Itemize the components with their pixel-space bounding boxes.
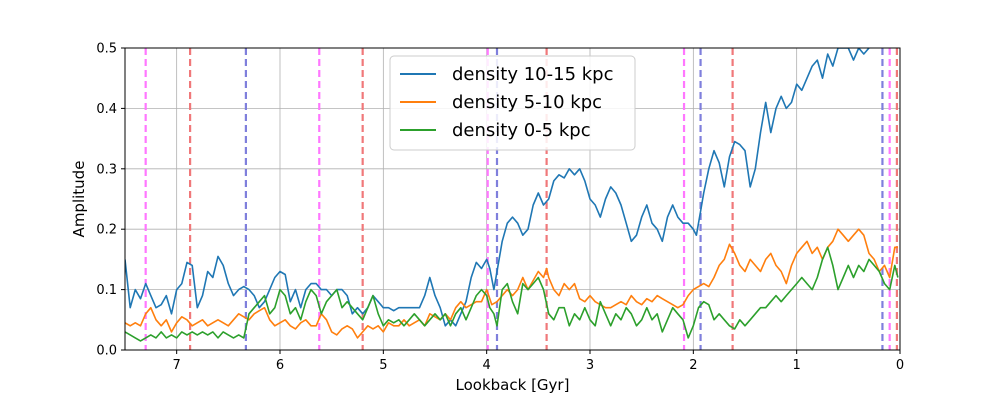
series-line-0 xyxy=(125,48,870,327)
x-axis-label: Lookback [Gyr] xyxy=(456,376,570,394)
legend-label: density 0-5 kpc xyxy=(452,120,591,141)
legend: density 10-15 kpc density 5-10 kpc density… xyxy=(389,55,636,151)
ticks: 7 6 5 4 3 2 1 0 0.0 0.1 0.2 0.3 0.4 0.5 xyxy=(96,42,904,374)
x-tick-label: 1 xyxy=(793,358,801,373)
axes xyxy=(124,47,901,351)
y-tick-label: 0.3 xyxy=(96,162,117,177)
x-tick-label: 5 xyxy=(379,358,387,373)
x-tick-label: 6 xyxy=(276,358,284,373)
y-tick-label: 0.0 xyxy=(96,344,117,359)
series-line-1 xyxy=(125,228,898,339)
y-tick-label: 0.1 xyxy=(96,283,117,298)
x-tick-label: 7 xyxy=(173,358,181,373)
vertical-markers xyxy=(144,48,899,350)
series-line-2 xyxy=(125,246,899,342)
legend-label: density 5-10 kpc xyxy=(452,92,602,113)
legend-box xyxy=(389,55,636,151)
x-tick-label: 3 xyxy=(586,358,594,373)
y-tick-label: 0.2 xyxy=(96,223,117,238)
axes-frame xyxy=(124,47,901,351)
legend-label: density 10-15 kpc xyxy=(452,64,614,85)
x-tick-label: 2 xyxy=(689,358,697,373)
y-axis-label: Amplitude xyxy=(70,161,88,238)
x-tick-label: 4 xyxy=(483,358,491,373)
y-tick-label: 0.4 xyxy=(96,102,117,117)
y-tick-label: 0.5 xyxy=(96,42,117,57)
x-tick-label: 0 xyxy=(896,358,904,373)
series-lines xyxy=(125,48,899,342)
